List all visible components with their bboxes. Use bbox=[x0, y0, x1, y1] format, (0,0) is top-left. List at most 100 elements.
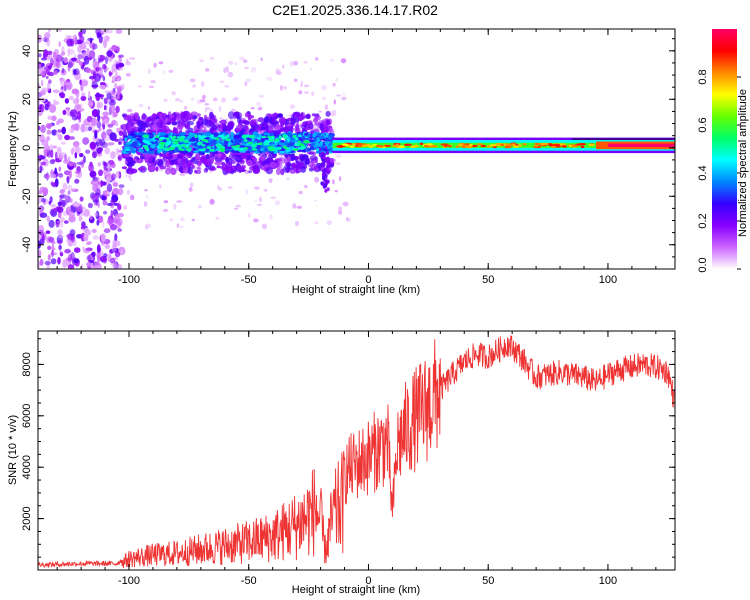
faint-scatter bbox=[169, 217, 174, 222]
faint-scatter bbox=[204, 106, 207, 113]
echo-core bbox=[315, 147, 320, 152]
colorbar-gradient bbox=[712, 29, 737, 269]
noise-blob bbox=[99, 55, 106, 61]
noise-blob bbox=[79, 212, 85, 216]
faint-scatter bbox=[300, 80, 304, 84]
noise-blob bbox=[48, 29, 51, 33]
echo-highlight bbox=[179, 135, 186, 139]
echo-highlight bbox=[243, 138, 248, 142]
faint-scatter bbox=[313, 124, 317, 130]
noise-blob bbox=[74, 178, 80, 184]
noise-blob bbox=[38, 37, 45, 41]
echo-highlight bbox=[298, 143, 305, 147]
noise-blob bbox=[83, 55, 90, 65]
spectrum-heatmap: -100 -50 0 50 100 -40 -20 0 20 40 Height of strai… bbox=[7, 28, 676, 296]
narrow-hotspot bbox=[480, 144, 487, 148]
noise-blob bbox=[75, 174, 80, 178]
noise-blob bbox=[101, 130, 106, 139]
noise-blob bbox=[39, 212, 48, 218]
noise-blob bbox=[89, 37, 93, 44]
echo-core bbox=[209, 139, 214, 142]
echo-core bbox=[162, 149, 167, 154]
echo-halo bbox=[325, 110, 331, 117]
noise-blob bbox=[104, 147, 111, 155]
echo-core bbox=[252, 131, 258, 137]
noise-blob bbox=[110, 199, 116, 204]
noise-blob bbox=[67, 190, 71, 195]
faint-scatter bbox=[125, 61, 131, 66]
echo-highlight bbox=[165, 141, 172, 144]
echo-halo bbox=[251, 119, 257, 122]
noise-blob bbox=[58, 172, 64, 178]
narrow-hotspot bbox=[534, 144, 539, 148]
faint-scatter bbox=[153, 62, 157, 68]
noise-blob bbox=[51, 159, 55, 163]
noise-blob bbox=[94, 58, 98, 66]
faint-scatter bbox=[346, 217, 351, 223]
echo-halo bbox=[252, 166, 261, 174]
faint-scatter bbox=[322, 97, 326, 100]
faint-scatter bbox=[268, 178, 273, 184]
echo-core bbox=[137, 138, 142, 141]
narrow-hotspot bbox=[580, 145, 585, 149]
noise-blob bbox=[80, 84, 84, 92]
noise-blob bbox=[64, 194, 68, 201]
noise-blob bbox=[108, 70, 112, 77]
noise-blob bbox=[96, 219, 100, 226]
noise-blob bbox=[118, 54, 124, 58]
top-x-tick-label: 50 bbox=[482, 274, 494, 286]
noise-blob bbox=[76, 161, 84, 165]
noise-blob bbox=[38, 249, 42, 257]
echo-highlight bbox=[268, 148, 276, 151]
faint-scatter bbox=[245, 189, 248, 195]
faint-scatter bbox=[254, 186, 260, 191]
narrow-hotspot bbox=[489, 144, 498, 147]
echo-halo bbox=[159, 165, 167, 170]
noise-blob bbox=[79, 153, 84, 158]
faint-scatter bbox=[159, 184, 162, 189]
echo-halo bbox=[172, 126, 177, 135]
faint-scatter bbox=[335, 154, 341, 159]
noise-blob bbox=[117, 228, 122, 232]
faint-scatter bbox=[332, 82, 336, 87]
noise-blob bbox=[83, 208, 90, 217]
noise-blob bbox=[103, 171, 111, 177]
echo-core bbox=[124, 137, 128, 142]
noise-blob bbox=[89, 141, 97, 150]
echo-halo bbox=[214, 161, 223, 166]
noise-blob bbox=[58, 29, 62, 33]
faint-scatter bbox=[125, 72, 131, 77]
echo-core bbox=[315, 150, 320, 154]
noise-blob bbox=[87, 202, 93, 209]
echo-core bbox=[272, 143, 277, 148]
faint-scatter bbox=[233, 96, 239, 101]
noise-blob bbox=[52, 51, 57, 60]
echo-streak bbox=[326, 187, 330, 192]
narrow-hotspot bbox=[572, 144, 579, 147]
noise-blob bbox=[68, 136, 76, 140]
echo-highlight bbox=[297, 140, 302, 144]
noise-blob bbox=[113, 219, 119, 224]
noise-blob bbox=[101, 195, 106, 201]
faint-scatter bbox=[145, 224, 148, 230]
echo-core bbox=[123, 146, 130, 149]
noise-blob bbox=[79, 79, 83, 86]
echo-core bbox=[130, 138, 137, 141]
noise-blob bbox=[62, 182, 68, 191]
noise-blob bbox=[67, 61, 73, 69]
faint-scatter bbox=[198, 204, 202, 209]
noise-blob bbox=[73, 162, 77, 168]
echo-halo bbox=[166, 121, 171, 125]
noise-blob bbox=[40, 124, 46, 134]
echo-highlight bbox=[172, 135, 177, 138]
faint-scatter bbox=[294, 220, 300, 227]
noise-blob bbox=[89, 171, 97, 177]
echo-highlight bbox=[206, 146, 212, 150]
faint-scatter bbox=[224, 85, 230, 88]
faint-scatter bbox=[227, 68, 229, 73]
top-x-tick-label: -50 bbox=[241, 274, 257, 286]
echo-core bbox=[304, 133, 309, 136]
noise-blob bbox=[114, 233, 118, 241]
noise-blob bbox=[74, 152, 78, 159]
noise-blob bbox=[103, 105, 107, 111]
